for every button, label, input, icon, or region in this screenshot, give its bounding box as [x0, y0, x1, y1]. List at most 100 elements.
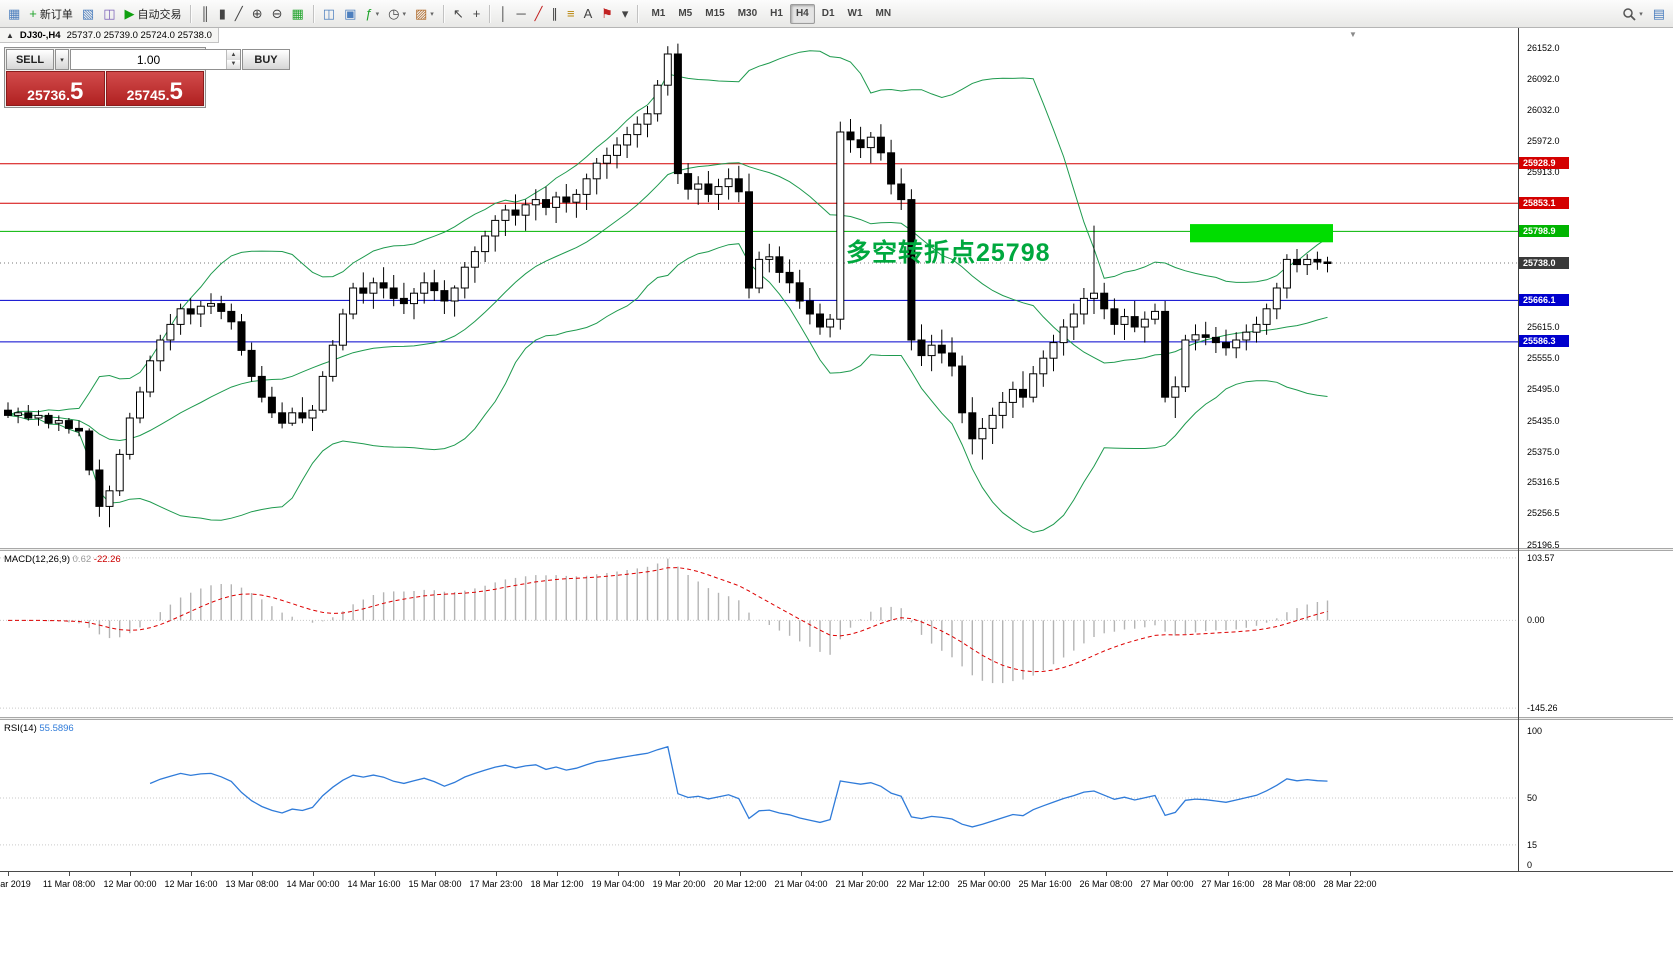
time-axis-label: 19 Mar 20:00 — [652, 879, 706, 889]
timeframe-h4-button[interactable]: H4 — [789, 3, 815, 24]
timeframe-w1-button[interactable]: W1 — [842, 4, 869, 24]
charts-icon[interactable]: ▧ — [78, 3, 98, 25]
time-axis-tick — [69, 872, 70, 876]
zoom-in-icon[interactable]: ⊕ — [248, 3, 267, 25]
time-axis-tick — [8, 872, 9, 876]
templates-icon[interactable]: ▨ ▾ — [411, 3, 438, 25]
new-order-button[interactable]: + 新订单 — [25, 3, 77, 25]
volume-input[interactable] — [71, 50, 226, 69]
price-axis-label: 25972.0 — [1527, 136, 1560, 147]
trade-panel-controls: SELL ▾ ▲ ▼ BUY — [6, 49, 290, 70]
symbol-info: ▲ DJ30-,H4 25737.0 25739.0 25724.0 25738… — [0, 28, 219, 43]
candlestick-chart-icon: ▮ — [218, 6, 226, 21]
time-axis-tick — [801, 872, 802, 876]
tile-windows-icon: ◫ — [322, 6, 336, 21]
fibonacci-icon[interactable]: ≡ — [563, 3, 579, 25]
time-axis-label: 12 Mar 00:00 — [103, 879, 157, 889]
time-axis-label: 14 Mar 16:00 — [347, 879, 401, 889]
timeframe-m15-button[interactable]: M15 — [699, 4, 730, 24]
price-axis[interactable]: 26152.0 26092.0 26032.0 25972.0 25913.0 25615… — [1519, 28, 1672, 871]
zoom-out-icon[interactable]: ⊖ — [268, 3, 287, 25]
search-icon[interactable]: ▾ — [1618, 3, 1647, 25]
buy-price: 25745. — [126, 86, 170, 103]
toolbar-separator — [637, 4, 639, 23]
shapes-dropdown-icon[interactable]: ▾ — [618, 3, 633, 25]
indicators-icon: ƒ — [365, 6, 373, 21]
chart-shift-marker[interactable]: ▼ — [1349, 30, 1357, 39]
price-axis-label: 25316.5 — [1527, 477, 1560, 488]
crosshair-icon[interactable]: + — [469, 3, 485, 25]
price-chart-pane[interactable] — [0, 28, 1518, 548]
time-axis-label: 25 Mar 00:00 — [957, 879, 1011, 889]
grid-icon: ▦ — [291, 6, 304, 21]
price-level-badge: 25738.0 — [1519, 256, 1569, 269]
time-axis-tick — [496, 872, 497, 876]
rsi-indicator-label: RSI(14) 55.5896 — [4, 723, 74, 734]
rsi-pane[interactable] — [0, 720, 1518, 871]
charts-icon: ▧ — [81, 6, 95, 21]
trendline-icon[interactable]: ╱ — [531, 3, 547, 25]
rsi-axis-label: 50 — [1527, 793, 1538, 803]
timeframe-m30-button[interactable]: M30 — [732, 4, 763, 24]
market-watch-icon[interactable]: ◫ — [99, 3, 119, 25]
time-axis-label: 8 Mar 2019 — [0, 879, 31, 889]
sell-button[interactable]: SELL — [6, 49, 54, 70]
cascade-windows-icon[interactable]: ▣ — [340, 3, 360, 25]
arrow-objects-icon[interactable]: ⚑ — [597, 3, 617, 25]
one-click-panel-toggle-icon[interactable]: ▲ — [6, 30, 14, 40]
vertical-line-icon: │ — [499, 6, 508, 21]
periods-icon: ◷ — [388, 6, 400, 21]
time-axis-tick — [1045, 872, 1046, 876]
time-axis-tick — [740, 872, 741, 876]
fibonacci-icon: ≡ — [566, 6, 575, 21]
grid-icon[interactable]: ▦ — [288, 3, 308, 25]
panels-icon[interactable]: ▤ — [1649, 3, 1669, 25]
vertical-line-icon[interactable]: │ — [495, 3, 511, 25]
candlestick-chart-icon[interactable]: ▮ — [215, 3, 230, 25]
tile-windows-icon[interactable]: ◫ — [319, 3, 339, 25]
timeframe-m1-button[interactable]: M1 — [645, 4, 671, 24]
pane-splitter-rsi[interactable] — [0, 717, 1673, 720]
time-axis-label: 11 Mar 08:00 — [42, 879, 96, 889]
time-axis-tick — [923, 872, 924, 876]
time-axis[interactable]: 8 Mar 2019 11 Mar 08:00 12 Mar 00:00 12 Mar… — [0, 871, 1673, 898]
time-axis-label: 14 Mar 00:00 — [286, 879, 340, 889]
ohlc-bars-icon[interactable]: ║ — [196, 3, 213, 25]
buy-button[interactable]: BUY — [242, 49, 290, 70]
line-chart-icon[interactable]: ╱ — [231, 3, 247, 25]
equidistant-channel-icon[interactable]: ∥ — [547, 3, 562, 25]
time-axis-tick — [313, 872, 314, 876]
sell-price-box[interactable]: 25736. 5 — [6, 71, 105, 106]
rsi-value: 55.5896 — [39, 723, 74, 734]
toolbar: ▦ + 新订单 ▧ ◫ ▶ 自动交易 ║ ▮ ╱ ⊕ ⊖ ▦ ◫ ▣ ƒ ▾ ◷ ▾ ▨ ▾ ↖ + │ ─ ╱ ∥ ≡ A ⚑ ▾ M1 M5… — [0, 0, 1673, 28]
indicators-icon[interactable]: ƒ ▾ — [361, 3, 383, 25]
time-axis-tick — [618, 872, 619, 876]
trade-options-dropdown-icon[interactable]: ▾ — [55, 49, 69, 70]
timeframe-m5-button[interactable]: M5 — [672, 4, 698, 24]
horizontal-line-icon[interactable]: ─ — [512, 3, 529, 25]
timeframe-d1-button[interactable]: D1 — [816, 4, 841, 24]
volume-increase-button[interactable]: ▲ — [227, 50, 240, 60]
rsi-axis-label: 100 — [1527, 726, 1543, 736]
toolbar-button-groups: ▦ + 新订单 ▧ ◫ ▶ 自动交易 ║ ▮ ╱ ⊕ ⊖ ▦ ◫ ▣ ƒ ▾ ◷ ▾ ▨ ▾ ↖ + │ ─ ╱ ∥ ≡ A ⚑ ▾ M1 M5… — [4, 3, 1618, 25]
timeframe-mn-button[interactable]: MN — [870, 4, 898, 24]
autotrading-button[interactable]: ▶ 自动交易 — [120, 3, 185, 25]
time-axis-label: 27 Mar 16:00 — [1201, 879, 1255, 889]
volume-decrease-button[interactable]: ▼ — [227, 59, 240, 69]
chart-window-icon[interactable]: ▦ — [4, 3, 24, 25]
ohlc-bars-icon: ║ — [200, 6, 210, 21]
macd-axis-label: 103.57 — [1527, 552, 1555, 563]
text-label-icon[interactable]: A — [580, 3, 597, 25]
macd-pane[interactable] — [0, 551, 1518, 717]
pane-splitter-macd[interactable] — [0, 548, 1673, 551]
buy-price-box[interactable]: 25745. 5 — [105, 71, 204, 106]
timeframe-h1-button[interactable]: H1 — [764, 4, 789, 24]
time-axis-label: 28 Mar 22:00 — [1323, 879, 1377, 889]
pivot-annotation: 多空转折点25798 — [846, 239, 1051, 267]
periods-icon[interactable]: ◷ ▾ — [384, 3, 410, 25]
cursor-icon[interactable]: ↖ — [449, 3, 468, 25]
buy-price-big-digit: 5 — [169, 78, 183, 106]
price-axis-label: 26152.0 — [1527, 42, 1560, 53]
price-axis-label: 25913.0 — [1527, 167, 1560, 177]
time-axis-label: 13 Mar 08:00 — [225, 879, 279, 889]
